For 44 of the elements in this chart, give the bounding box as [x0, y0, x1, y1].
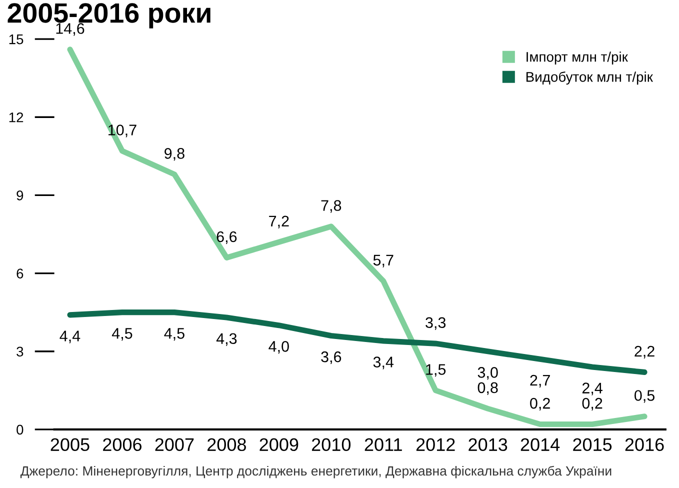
- data-label: 6,6: [216, 231, 237, 244]
- data-label: 7,8: [321, 200, 342, 213]
- x-tick-label: 2006: [103, 438, 142, 452]
- y-tick-label: 3: [16, 346, 24, 357]
- data-label: 0,2: [530, 398, 550, 411]
- data-label: 3,6: [321, 351, 342, 364]
- x-tick-label: 2014: [520, 438, 560, 452]
- data-label: 7,2: [269, 216, 289, 228]
- x-tick-label: 2005: [50, 438, 90, 452]
- data-label: 4,0: [268, 341, 289, 354]
- data-label: 4,5: [112, 328, 132, 341]
- x-tick-label: 2008: [208, 438, 246, 452]
- data-label: 0,5: [634, 390, 655, 403]
- data-label: 2,2: [634, 346, 654, 358]
- data-label: 3,4: [373, 356, 394, 370]
- data-label: 1,5: [426, 364, 446, 377]
- data-label: 5,7: [373, 254, 394, 268]
- x-tick-label: 2015: [573, 438, 612, 452]
- text: Джерело: Міненерговугілля, Центр досліджень енергетики, Державна фіскальна служба України: [20, 466, 612, 478]
- y-tick-label: 15: [9, 34, 24, 44]
- data-label: 0,8: [478, 382, 498, 395]
- data-label: 9,8: [164, 148, 184, 161]
- data-label: 4,3: [216, 333, 237, 346]
- x-tick-label: 2012: [416, 438, 455, 452]
- data-label: 10,7: [108, 124, 136, 138]
- data-label: 3,0: [478, 367, 498, 380]
- y-tick-label: 12: [9, 112, 24, 122]
- y-tick-label: 9: [16, 190, 24, 200]
- x-tick-label: 2013: [468, 438, 508, 452]
- data-label: 2,7: [530, 374, 550, 388]
- y-tick-label: 0: [16, 424, 24, 435]
- data-label: 4,4: [60, 330, 80, 344]
- data-label: 0,2: [582, 398, 602, 411]
- x-tick-label: 2010: [312, 438, 351, 452]
- legend-label: Видобуток млн т/рік: [526, 72, 653, 85]
- data-label: 2,4: [582, 382, 602, 396]
- data-label: 3,3: [426, 317, 446, 330]
- x-tick-label: 2016: [625, 438, 664, 452]
- legend-label: Імпорт млн т/рік: [526, 52, 628, 65]
- x-tick-label: 2009: [260, 438, 298, 452]
- y-tick-label: 6: [16, 268, 24, 278]
- data-label: 4,5: [164, 328, 184, 341]
- x-tick-label: 2011: [364, 438, 402, 452]
- x-tick-label: 2007: [155, 438, 194, 452]
